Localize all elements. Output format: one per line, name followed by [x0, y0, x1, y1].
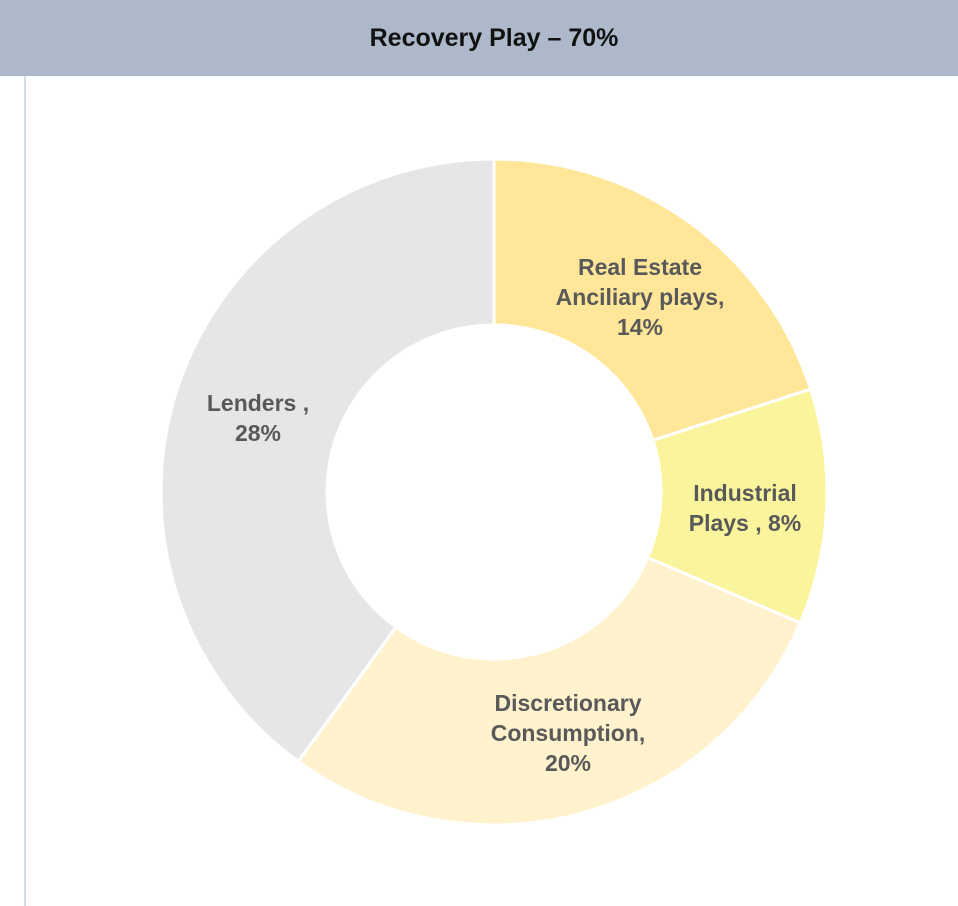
slice-label: Industrial Plays , 8% [688, 480, 802, 536]
header-bar: Recovery Play – 70% [0, 0, 958, 76]
slice-label: Real Estate Anciliary plays, 14% [555, 254, 725, 340]
slice-label: Discretionary Consumption, 20% [490, 690, 646, 776]
donut-slice [492, 157, 813, 443]
slice-label: Lenders , 28% [206, 390, 310, 446]
donut-slice [159, 157, 496, 764]
donut-slice [296, 555, 803, 827]
frame-border [24, 76, 26, 906]
chart-title: Recovery Play – 70% [369, 23, 619, 52]
